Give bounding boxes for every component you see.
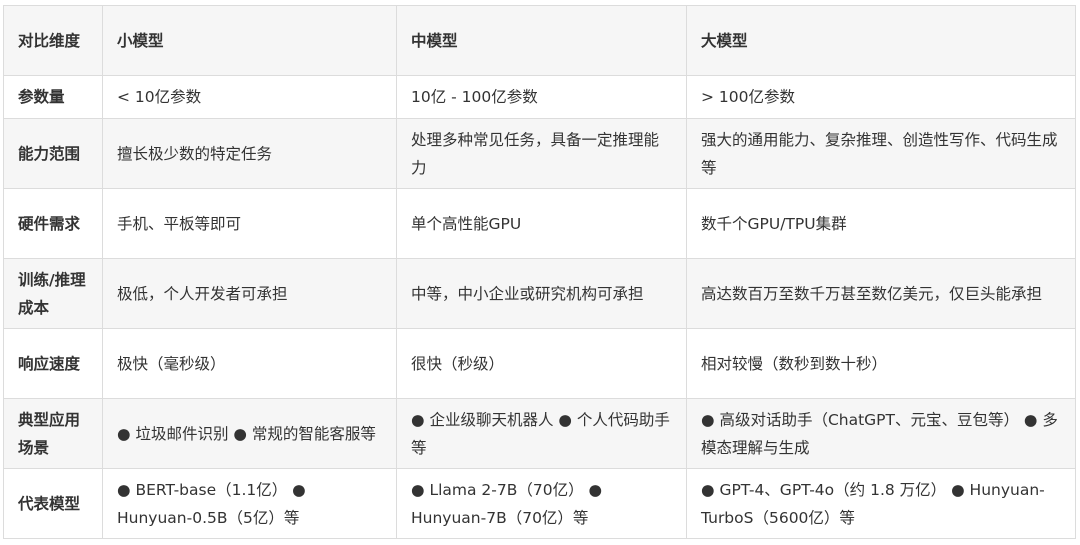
- cell-large: 相对较慢（数秒到数十秒）: [686, 328, 1076, 399]
- cell-small: ● 垃圾邮件识别 ● 常规的智能客服等: [102, 398, 397, 469]
- header-row: 对比维度 小模型 中模型 大模型: [3, 5, 1076, 76]
- cell-small: < 10亿参数: [102, 75, 397, 119]
- cell-large: 高达数百万至数千万甚至数亿美元，仅巨头能承担: [686, 258, 1076, 329]
- row-dimension: 参数量: [3, 75, 103, 119]
- row-dimension: 典型应用场景: [3, 398, 103, 469]
- table-row: 响应速度 极快（毫秒级） 很快（秒级） 相对较慢（数秒到数十秒）: [3, 328, 1076, 399]
- cell-small: ● BERT-base（1.1亿） ● Hunyuan-0.5B（5亿）等: [102, 468, 397, 539]
- cell-large: 数千个GPU/TPU集群: [686, 188, 1076, 259]
- header-small-model: 小模型: [102, 5, 397, 76]
- cell-medium: 中等，中小企业或研究机构可承担: [396, 258, 687, 329]
- row-dimension: 响应速度: [3, 328, 103, 399]
- cell-medium: ● 企业级聊天机器人 ● 个人代码助手等: [396, 398, 687, 469]
- cell-medium: 10亿 - 100亿参数: [396, 75, 687, 119]
- table-row: 代表模型 ● BERT-base（1.1亿） ● Hunyuan-0.5B（5亿…: [3, 468, 1076, 539]
- cell-small: 极快（毫秒级）: [102, 328, 397, 399]
- cell-medium: ● Llama 2-7B（70亿） ● Hunyuan-7B（70亿）等: [396, 468, 687, 539]
- cell-small: 手机、平板等即可: [102, 188, 397, 259]
- row-dimension: 能力范围: [3, 118, 103, 189]
- table-row: 典型应用场景 ● 垃圾邮件识别 ● 常规的智能客服等 ● 企业级聊天机器人 ● …: [3, 398, 1076, 469]
- cell-small: 擅长极少数的特定任务: [102, 118, 397, 189]
- model-comparison-table: 对比维度 小模型 中模型 大模型 参数量 < 10亿参数 10亿 - 100亿参…: [3, 5, 1076, 539]
- cell-large: ● GPT-4、GPT-4o（约 1.8 万亿） ● Hunyuan-Turbo…: [686, 468, 1076, 539]
- cell-medium: 单个高性能GPU: [396, 188, 687, 259]
- cell-large: ● 高级对话助手（ChatGPT、元宝、豆包等） ● 多模态理解与生成: [686, 398, 1076, 469]
- header-large-model: 大模型: [686, 5, 1076, 76]
- cell-large: > 100亿参数: [686, 75, 1076, 119]
- cell-small: 极低，个人开发者可承担: [102, 258, 397, 329]
- table-row: 训练/推理成本 极低，个人开发者可承担 中等，中小企业或研究机构可承担 高达数百…: [3, 258, 1076, 329]
- cell-medium: 处理多种常见任务，具备一定推理能力: [396, 118, 687, 189]
- table-row: 能力范围 擅长极少数的特定任务 处理多种常见任务，具备一定推理能力 强大的通用能…: [3, 118, 1076, 189]
- row-dimension: 训练/推理成本: [3, 258, 103, 329]
- table-row: 硬件需求 手机、平板等即可 单个高性能GPU 数千个GPU/TPU集群: [3, 188, 1076, 259]
- header-dimension: 对比维度: [3, 5, 103, 76]
- cell-medium: 很快（秒级）: [396, 328, 687, 399]
- row-dimension: 硬件需求: [3, 188, 103, 259]
- cell-large: 强大的通用能力、复杂推理、创造性写作、代码生成等: [686, 118, 1076, 189]
- row-dimension: 代表模型: [3, 468, 103, 539]
- table-row: 参数量 < 10亿参数 10亿 - 100亿参数 > 100亿参数: [3, 75, 1076, 119]
- header-medium-model: 中模型: [396, 5, 687, 76]
